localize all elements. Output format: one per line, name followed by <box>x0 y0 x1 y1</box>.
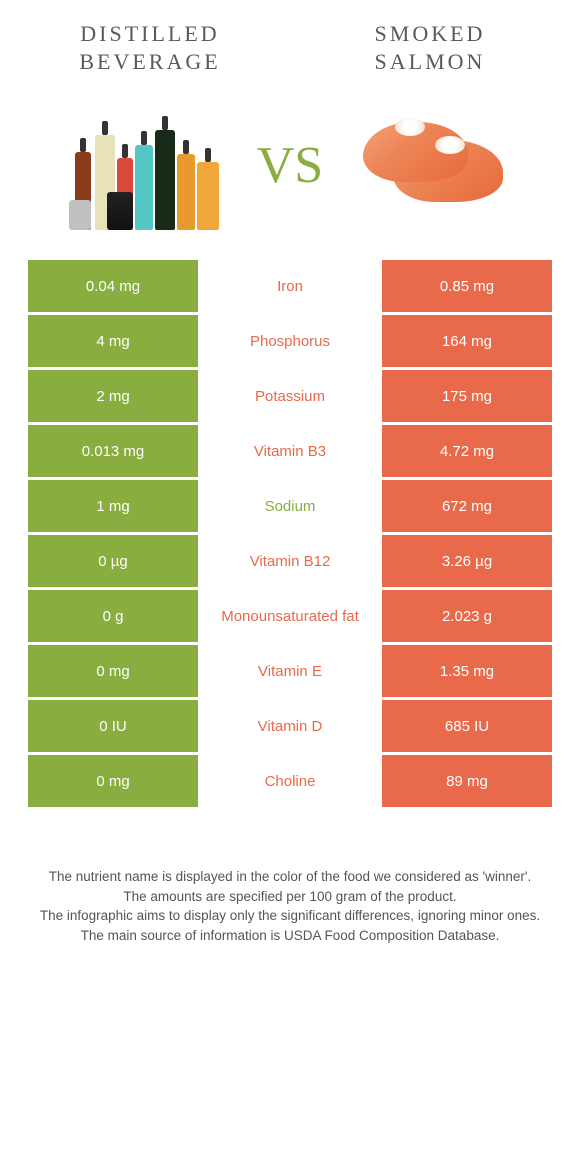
right-value: 164 mg <box>382 315 552 367</box>
left-food-image <box>67 100 227 230</box>
left-value: 1 mg <box>28 480 198 532</box>
nutrient-label: Phosphorus <box>198 315 382 367</box>
vs-row: VS <box>0 100 580 230</box>
footer-line: The nutrient name is displayed in the co… <box>36 867 544 887</box>
nutrient-label: Choline <box>198 755 382 807</box>
nutrient-label: Vitamin B3 <box>198 425 382 477</box>
right-value: 89 mg <box>382 755 552 807</box>
right-value: 0.85 mg <box>382 260 552 312</box>
vs-label: VS <box>257 136 323 195</box>
table-row: 0 mgCholine89 mg <box>28 755 552 807</box>
left-value: 2 mg <box>28 370 198 422</box>
right-food-title: SMOKED SALMON <box>330 20 530 75</box>
nutrient-label: Vitamin E <box>198 645 382 697</box>
nutrient-label: Vitamin B12 <box>198 535 382 587</box>
left-value: 0 mg <box>28 645 198 697</box>
right-value: 1.35 mg <box>382 645 552 697</box>
left-food-title: DISTILLED BEVERAGE <box>50 20 250 75</box>
table-row: 1 mgSodium672 mg <box>28 480 552 532</box>
table-row: 4 mgPhosphorus164 mg <box>28 315 552 367</box>
right-value: 4.72 mg <box>382 425 552 477</box>
table-row: 2 mgPotassium175 mg <box>28 370 552 422</box>
left-value: 4 mg <box>28 315 198 367</box>
left-value: 0 g <box>28 590 198 642</box>
table-row: 0 mgVitamin E1.35 mg <box>28 645 552 697</box>
left-value: 0 mg <box>28 755 198 807</box>
nutrient-label: Sodium <box>198 480 382 532</box>
table-row: 0 µgVitamin B123.26 µg <box>28 535 552 587</box>
table-row: 0 IUVitamin D685 IU <box>28 700 552 752</box>
table-row: 0 gMonounsaturated fat2.023 g <box>28 590 552 642</box>
left-value: 0 µg <box>28 535 198 587</box>
right-value: 3.26 µg <box>382 535 552 587</box>
nutrient-label: Potassium <box>198 370 382 422</box>
table-row: 0.04 mgIron0.85 mg <box>28 260 552 312</box>
right-value: 2.023 g <box>382 590 552 642</box>
right-value: 685 IU <box>382 700 552 752</box>
right-value: 175 mg <box>382 370 552 422</box>
nutrient-label: Vitamin D <box>198 700 382 752</box>
footer-line: The main source of information is USDA F… <box>36 926 544 946</box>
header: DISTILLED BEVERAGE SMOKED SALMON <box>0 0 580 75</box>
right-value: 672 mg <box>382 480 552 532</box>
left-value: 0.04 mg <box>28 260 198 312</box>
table-row: 0.013 mgVitamin B34.72 mg <box>28 425 552 477</box>
footer-line: The infographic aims to display only the… <box>36 906 544 926</box>
left-value: 0 IU <box>28 700 198 752</box>
footer-notes: The nutrient name is displayed in the co… <box>36 867 544 945</box>
right-food-image <box>353 100 513 230</box>
footer-line: The amounts are specified per 100 gram o… <box>36 887 544 907</box>
left-value: 0.013 mg <box>28 425 198 477</box>
nutrient-label: Iron <box>198 260 382 312</box>
nutrient-label: Monounsaturated fat <box>198 590 382 642</box>
nutrient-table: 0.04 mgIron0.85 mg4 mgPhosphorus164 mg2 … <box>28 260 552 807</box>
